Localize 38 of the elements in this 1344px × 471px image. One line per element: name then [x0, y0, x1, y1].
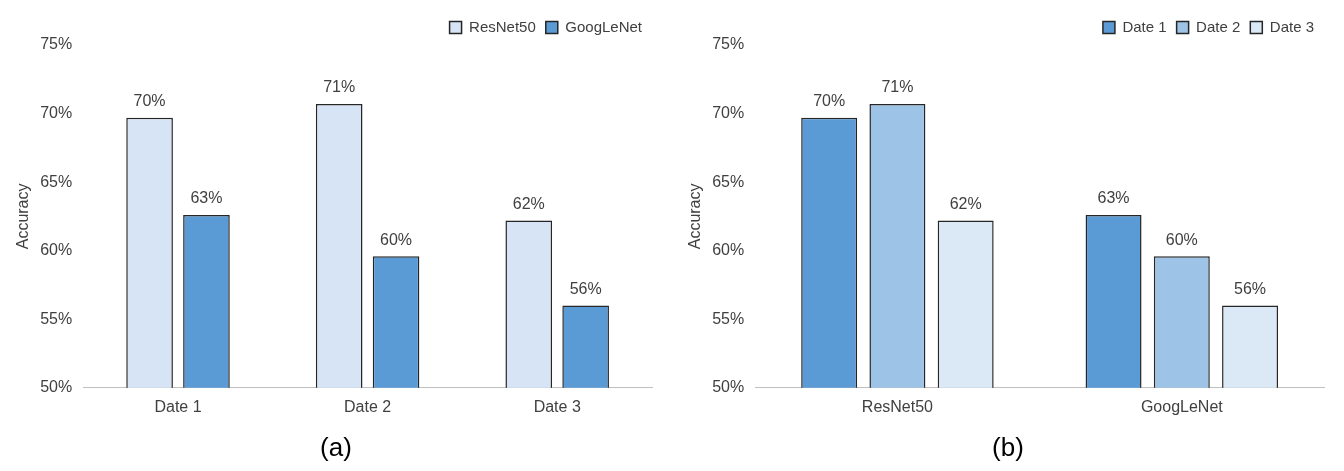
- text: (b): [991, 431, 1025, 464]
- data-label: 70%: [133, 92, 166, 110]
- data-label: 62%: [512, 194, 545, 212]
- y-tick-label: 75%: [40, 35, 73, 53]
- data-label: 60%: [1165, 230, 1198, 248]
- legend-label: Date 1: [1122, 17, 1167, 35]
- y-tick-label: 55%: [40, 309, 73, 327]
- y-tick-label: 65%: [712, 172, 745, 190]
- x-tick-label: Date 1: [154, 397, 202, 415]
- x-tick-label: GoogLeNet: [1140, 397, 1224, 415]
- data-label: 60%: [380, 230, 413, 248]
- legend-label: ResNet50: [469, 17, 536, 35]
- data-label: 71%: [323, 78, 356, 96]
- y-tick-label: 50%: [712, 378, 745, 396]
- y-tick-label: 75%: [712, 35, 745, 53]
- legend-label: Date 3: [1269, 17, 1315, 35]
- legend-label: Date 2: [1196, 17, 1241, 35]
- x-tick-label: ResNet50: [861, 397, 934, 415]
- y-axis-title: Accuracy: [14, 183, 32, 250]
- y-tick-label: 60%: [712, 241, 745, 259]
- legend-label: GoogLeNet: [565, 17, 643, 35]
- data-label: 70%: [813, 92, 846, 110]
- x-tick-label: Date 3: [533, 397, 581, 415]
- y-tick-label: 65%: [40, 172, 73, 190]
- y-tick-label: 70%: [712, 103, 745, 121]
- data-label: 71%: [881, 78, 914, 96]
- data-label: 63%: [190, 189, 223, 207]
- data-label: 62%: [949, 194, 982, 212]
- data-label: 63%: [1097, 189, 1130, 207]
- y-axis-title: Accuracy: [686, 183, 704, 250]
- y-tick-label: 55%: [712, 309, 745, 327]
- y-tick-label: 50%: [40, 378, 73, 396]
- data-label: 56%: [569, 279, 602, 297]
- y-tick-label: 60%: [40, 241, 73, 259]
- text: (a): [319, 431, 353, 464]
- data-label: 56%: [1234, 279, 1267, 297]
- x-tick-label: Date 2: [344, 397, 392, 415]
- y-tick-label: 70%: [40, 103, 73, 121]
